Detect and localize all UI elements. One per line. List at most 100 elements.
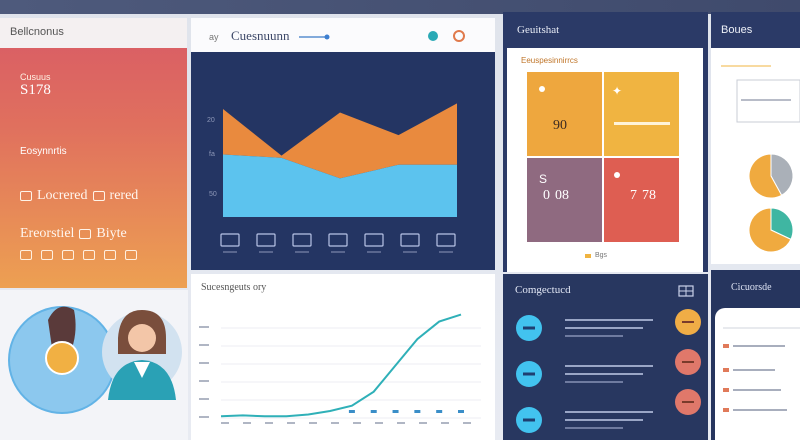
slider-handle[interactable] <box>324 34 330 40</box>
person-body <box>108 360 176 400</box>
line-series <box>220 313 462 418</box>
area-chart: 20 fa 50 <box>207 103 457 253</box>
area-chart-title: Cuesnuunn <box>231 28 290 43</box>
matrix-legend: Bgs <box>585 252 607 259</box>
toolbar-icon[interactable] <box>256 233 276 247</box>
line-marker <box>348 410 355 413</box>
summary-row-1-label: Locrered <box>37 188 88 203</box>
bullet-icon <box>723 388 729 392</box>
square-icon[interactable] <box>125 250 137 260</box>
pie-slice <box>770 153 794 196</box>
right-bottom-title: Cicuorsde <box>731 282 772 293</box>
area-chart-title-bar: ay Cuesnuunn <box>191 18 495 52</box>
square-icon[interactable] <box>83 250 95 260</box>
dot-icon <box>539 86 545 92</box>
line-chart-panel: Sucesngeuts ory <box>191 274 495 440</box>
top-bar <box>0 0 800 14</box>
y-tick-mid: fa <box>209 151 215 158</box>
legend-box <box>736 79 800 123</box>
right-bottom-list <box>723 327 800 412</box>
summary-icon-row <box>20 250 141 260</box>
pie-slice <box>770 207 794 241</box>
metric-value: S178 <box>20 82 51 98</box>
area-chart-panel: ay Cuesnuunn 20 fa 50 <box>191 18 495 270</box>
line-chart <box>199 313 481 424</box>
y-tick-top: 20 <box>207 117 215 124</box>
matrix-cell-3[interactable]: S 0 08 <box>527 158 602 242</box>
pie-slice <box>748 207 792 253</box>
square-icon[interactable] <box>20 250 32 260</box>
tag-icon <box>92 191 105 201</box>
matrix-cell-1[interactable]: 90 <box>527 72 602 156</box>
line-chart-title: Sucesngeuts ory <box>201 282 267 293</box>
bullet-icon <box>723 408 729 412</box>
checkbox-icon <box>20 191 32 201</box>
matrix-legend-label: Bgs <box>595 252 608 259</box>
square-icon[interactable] <box>104 250 116 260</box>
metric-label: Cusuus <box>20 72 51 82</box>
toolbar-icon[interactable] <box>292 233 312 247</box>
matrix-cell-2[interactable]: ✦ <box>604 72 679 156</box>
line-marker <box>370 410 377 413</box>
toolbar-icon[interactable] <box>328 233 348 247</box>
summary-row-1-tail: rered <box>109 188 139 203</box>
person-face <box>128 324 156 352</box>
title-controls <box>299 30 465 42</box>
square-icon[interactable] <box>62 250 74 260</box>
sub-label: Eosynnrtis <box>20 146 67 157</box>
summary-row-2[interactable]: Ereorstiel Biyte <box>20 226 127 242</box>
matrix-cell-4[interactable]: 7 78 <box>604 158 679 242</box>
matrix-cell-3-value: 08 <box>555 188 569 203</box>
toolbar-icon[interactable] <box>364 233 384 247</box>
matrix-panel: Geuitshat Eeuspesinnirrcs 90 ✦ S 0 08 7 … <box>503 12 708 272</box>
chart-small-label: ay <box>209 32 219 42</box>
matrix-cell-4-prefix: 7 <box>630 188 637 203</box>
matrix-subtitle: Eeuspesinnirrcs <box>521 56 578 65</box>
dot-icon <box>614 172 620 178</box>
summary-row-2-tail: Biyte <box>96 226 127 241</box>
user-avatars <box>8 306 182 414</box>
matrix-cell-4-value: 78 <box>642 188 656 203</box>
avatar-panel <box>0 290 188 440</box>
legend-swatch-icon <box>585 253 591 258</box>
summary-panel-title: Bellcnonus <box>0 18 187 48</box>
summary-panel: Bellcnonus Cusuus S178 Eosynnrtis Locrer… <box>0 18 187 288</box>
line-marker <box>458 410 464 413</box>
avatar-badge <box>45 341 79 375</box>
tag-icon <box>79 229 92 239</box>
matrix-cell-3-prefix-2: 0 <box>543 188 550 203</box>
list-panel: Comgectucd <box>503 274 708 440</box>
matrix-title: Geuitshat <box>517 24 560 36</box>
progress-line <box>614 122 670 125</box>
pies-panel: Boues <box>711 12 800 264</box>
pies-chart <box>721 65 800 253</box>
square-icon[interactable] <box>41 250 53 260</box>
matrix-cell-1-value: 90 <box>553 118 567 133</box>
pie-slice <box>748 153 783 199</box>
line-marker <box>414 410 421 413</box>
pin-icon: ✦ <box>612 84 623 98</box>
right-bottom-card <box>715 308 800 440</box>
line-marker <box>392 410 399 413</box>
toolbar-icon[interactable] <box>400 233 420 247</box>
ring-icon[interactable] <box>453 30 465 42</box>
avatar-hair <box>48 306 76 348</box>
status-dot-icon[interactable] <box>428 31 438 41</box>
bullet-icon <box>723 368 729 372</box>
line-marker <box>436 410 443 413</box>
area-series-lower <box>223 154 457 217</box>
area-series-upper <box>223 103 457 179</box>
right-bottom-panel: Cicuorsde <box>711 270 800 440</box>
y-tick-low: 50 <box>209 191 217 198</box>
list-content <box>516 285 701 433</box>
pies-header <box>711 12 800 48</box>
toolbar-icon[interactable] <box>220 233 240 247</box>
matrix-card: Eeuspesinnirrcs 90 ✦ S 0 08 7 78 <box>507 48 703 272</box>
summary-row-1[interactable]: Locrered rered <box>20 188 138 204</box>
pies-title: Boues <box>721 24 753 36</box>
matrix-cell-3-prefix: S <box>539 172 548 186</box>
matrix-grid: 90 ✦ S 0 08 7 78 <box>527 72 679 242</box>
toolbar-icon[interactable] <box>436 233 456 247</box>
bullet-icon <box>723 344 729 348</box>
summary-row-2-label: Ereorstiel <box>20 226 75 241</box>
